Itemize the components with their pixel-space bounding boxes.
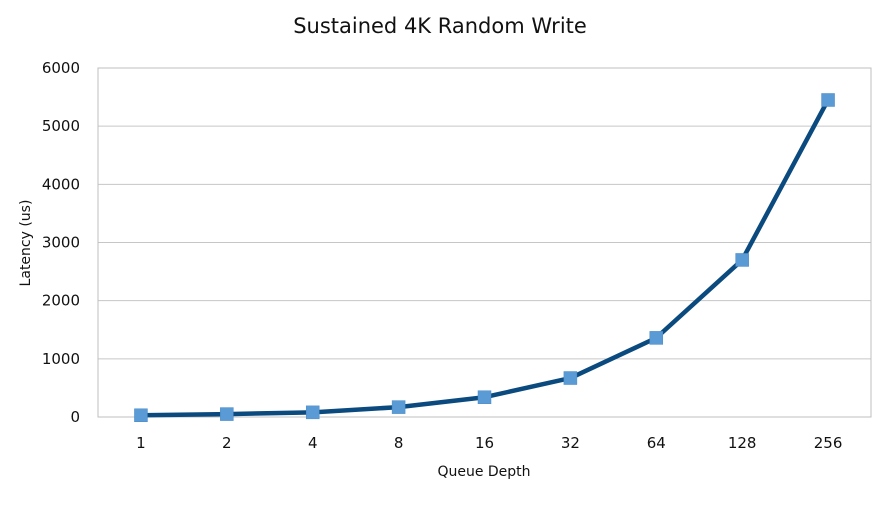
- x-axis-ticks: 1 2 4 8 16 32 64 128 256: [136, 434, 842, 452]
- data-point-marker: [649, 331, 664, 345]
- y-tick-label: 3000: [42, 234, 80, 252]
- x-tick-label: 128: [728, 434, 757, 452]
- y-tick-label: 4000: [42, 175, 80, 193]
- plot-area-border: [97, 67, 872, 418]
- gridlines: [98, 67, 871, 418]
- x-tick-label: 1: [136, 434, 146, 452]
- data-point-marker: [563, 371, 578, 385]
- y-tick-label: 5000: [42, 117, 80, 135]
- series-line: [138, 97, 831, 418]
- data-point-marker: [477, 390, 492, 404]
- data-point-marker: [735, 253, 749, 267]
- series-layer: [134, 93, 835, 423]
- y-axis-label: Latency (us): [18, 200, 34, 287]
- data-point-marker: [821, 93, 835, 107]
- x-tick-label: 256: [814, 434, 843, 452]
- x-axis-label: Queue Depth: [437, 464, 530, 480]
- chart-title: Sustained 4K Random Write: [293, 14, 587, 38]
- data-point-marker: [134, 408, 148, 423]
- x-tick-label: 32: [561, 434, 580, 452]
- x-tick-label: 16: [475, 434, 494, 452]
- data-point-marker: [391, 400, 406, 414]
- x-tick-label: 4: [308, 434, 318, 452]
- x-tick-label: 64: [647, 434, 666, 452]
- y-tick-label: 1000: [42, 350, 80, 368]
- y-axis-ticks: 0 1000 2000 3000 4000 5000 6000: [42, 59, 80, 426]
- data-point-marker: [220, 407, 234, 421]
- x-tick-label: 2: [222, 434, 232, 452]
- data-point-marker: [305, 405, 320, 420]
- y-tick-label: 6000: [42, 59, 80, 77]
- y-tick-label: 0: [70, 408, 80, 426]
- y-tick-label: 2000: [42, 292, 80, 310]
- x-tick-label: 8: [394, 434, 404, 452]
